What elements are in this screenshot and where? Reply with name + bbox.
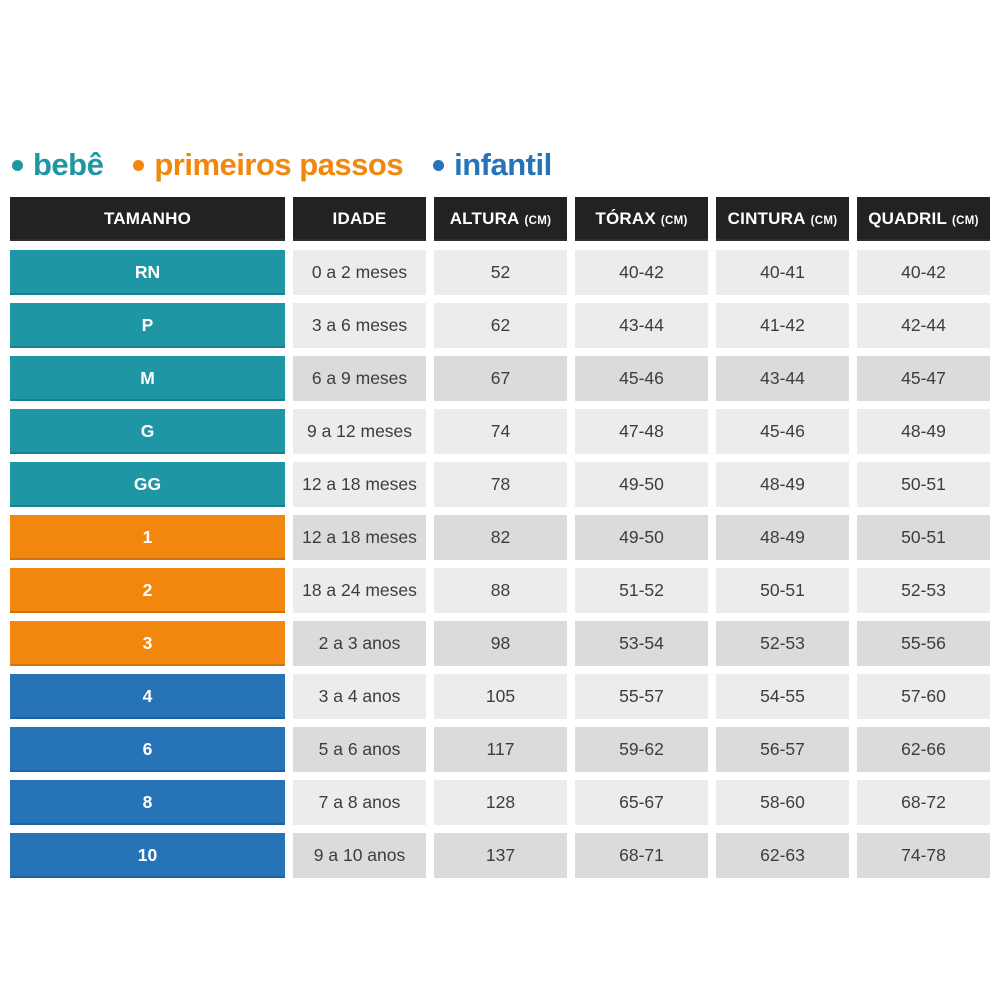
column-header-unit: (CM) bbox=[660, 214, 688, 227]
hip-cell: 68-72 bbox=[857, 780, 990, 825]
age-cell: 12 a 18 meses bbox=[293, 462, 426, 507]
age-cell: 7 a 8 anos bbox=[293, 780, 426, 825]
chest-cell: 59-62 bbox=[575, 727, 708, 772]
age-cell: 12 a 18 meses bbox=[293, 515, 426, 560]
height-cell: 62 bbox=[434, 303, 567, 348]
height-cell: 52 bbox=[434, 250, 567, 295]
column-header-unit: (CM) bbox=[952, 214, 979, 227]
hip-cell: 57-60 bbox=[857, 674, 990, 719]
height-cell: 98 bbox=[434, 621, 567, 666]
waist-cell: 40-41 bbox=[716, 250, 849, 295]
size-cell: GG bbox=[10, 462, 285, 507]
age-cell: 9 a 10 anos bbox=[293, 833, 426, 878]
size-cell: 4 bbox=[10, 674, 285, 719]
column-header-label: ALTURA bbox=[449, 209, 520, 228]
hip-cell: 42-44 bbox=[857, 303, 990, 348]
legend-label: primeiros passos bbox=[154, 147, 404, 182]
height-cell: 105 bbox=[434, 674, 567, 719]
size-cell: 10 bbox=[10, 833, 285, 878]
waist-cell: 54-55 bbox=[716, 674, 849, 719]
age-cell: 3 a 4 anos bbox=[293, 674, 426, 719]
legend-item-infantil: infantil bbox=[433, 147, 552, 183]
chest-cell: 45-46 bbox=[575, 356, 708, 401]
hip-cell: 74-78 bbox=[857, 833, 990, 878]
age-cell: 6 a 9 meses bbox=[293, 356, 426, 401]
chest-cell: 65-67 bbox=[575, 780, 708, 825]
chest-cell: 49-50 bbox=[575, 462, 708, 507]
hip-cell: 48-49 bbox=[857, 409, 990, 454]
chest-cell: 55-57 bbox=[575, 674, 708, 719]
chest-cell: 49-50 bbox=[575, 515, 708, 560]
waist-cell: 62-63 bbox=[716, 833, 849, 878]
legend-bullet-icon bbox=[12, 159, 23, 171]
chest-cell: 68-71 bbox=[575, 833, 708, 878]
height-cell: 117 bbox=[434, 727, 567, 772]
waist-cell: 58-60 bbox=[716, 780, 849, 825]
legend-item-bebê: bebê bbox=[12, 147, 104, 183]
legend-label: infantil bbox=[454, 147, 552, 182]
column-header-label: CINTURA bbox=[727, 209, 806, 228]
chest-cell: 40-42 bbox=[575, 250, 708, 295]
waist-cell: 48-49 bbox=[716, 515, 849, 560]
height-cell: 74 bbox=[434, 409, 567, 454]
height-cell: 67 bbox=[434, 356, 567, 401]
waist-cell: 56-57 bbox=[716, 727, 849, 772]
column-header-cintura: CINTURA (CM) bbox=[716, 197, 849, 241]
age-cell: 18 a 24 meses bbox=[293, 568, 426, 613]
size-cell: RN bbox=[10, 250, 285, 295]
hip-cell: 55-56 bbox=[857, 621, 990, 666]
waist-cell: 45-46 bbox=[716, 409, 849, 454]
size-cell: P bbox=[10, 303, 285, 348]
column-header-altura: ALTURA (CM) bbox=[434, 197, 567, 241]
size-table: TAMANHO IDADE ALTURA (CM) TÓRAX (CM) CINTURA (C… bbox=[10, 197, 990, 878]
age-cell: 0 a 2 meses bbox=[293, 250, 426, 295]
chest-cell: 43-44 bbox=[575, 303, 708, 348]
height-cell: 82 bbox=[434, 515, 567, 560]
hip-cell: 62-66 bbox=[857, 727, 990, 772]
size-cell: 1 bbox=[10, 515, 285, 560]
column-header-unit: (CM) bbox=[810, 214, 838, 227]
waist-cell: 41-42 bbox=[716, 303, 849, 348]
hip-cell: 50-51 bbox=[857, 462, 990, 507]
size-cell: 2 bbox=[10, 568, 285, 613]
column-header-label: TAMANHO bbox=[103, 209, 191, 228]
size-cell: 8 bbox=[10, 780, 285, 825]
column-header-trax: TÓRAX (CM) bbox=[575, 197, 708, 241]
legend-label: bebê bbox=[33, 147, 104, 182]
height-cell: 78 bbox=[434, 462, 567, 507]
column-header-label: TÓRAX bbox=[595, 209, 656, 228]
waist-cell: 52-53 bbox=[716, 621, 849, 666]
chest-cell: 51-52 bbox=[575, 568, 708, 613]
hip-cell: 45-47 bbox=[857, 356, 990, 401]
column-header-label: QUADRIL bbox=[868, 209, 948, 228]
chest-cell: 47-48 bbox=[575, 409, 708, 454]
hip-cell: 50-51 bbox=[857, 515, 990, 560]
hip-cell: 52-53 bbox=[857, 568, 990, 613]
column-header-tamanho: TAMANHO bbox=[10, 197, 285, 241]
column-header-quadril: QUADRIL (CM) bbox=[857, 197, 990, 241]
size-cell: G bbox=[10, 409, 285, 454]
size-cell: 6 bbox=[10, 727, 285, 772]
legend-bullet-icon bbox=[433, 159, 445, 171]
height-cell: 128 bbox=[434, 780, 567, 825]
height-cell: 88 bbox=[434, 568, 567, 613]
hip-cell: 40-42 bbox=[857, 250, 990, 295]
age-cell: 2 a 3 anos bbox=[293, 621, 426, 666]
age-cell: 3 a 6 meses bbox=[293, 303, 426, 348]
size-cell: 3 bbox=[10, 621, 285, 666]
age-cell: 9 a 12 meses bbox=[293, 409, 426, 454]
chest-cell: 53-54 bbox=[575, 621, 708, 666]
waist-cell: 50-51 bbox=[716, 568, 849, 613]
waist-cell: 48-49 bbox=[716, 462, 849, 507]
category-legend: bebê primeiros passos infantil bbox=[12, 146, 990, 184]
legend-item-primeiros-passos: primeiros passos bbox=[133, 147, 404, 183]
column-header-unit: (CM) bbox=[524, 214, 552, 227]
age-cell: 5 a 6 anos bbox=[293, 727, 426, 772]
waist-cell: 43-44 bbox=[716, 356, 849, 401]
column-header-label: IDADE bbox=[332, 209, 387, 228]
height-cell: 137 bbox=[434, 833, 567, 878]
legend-bullet-icon bbox=[133, 159, 145, 171]
column-header-idade: IDADE bbox=[293, 197, 426, 241]
size-cell: M bbox=[10, 356, 285, 401]
